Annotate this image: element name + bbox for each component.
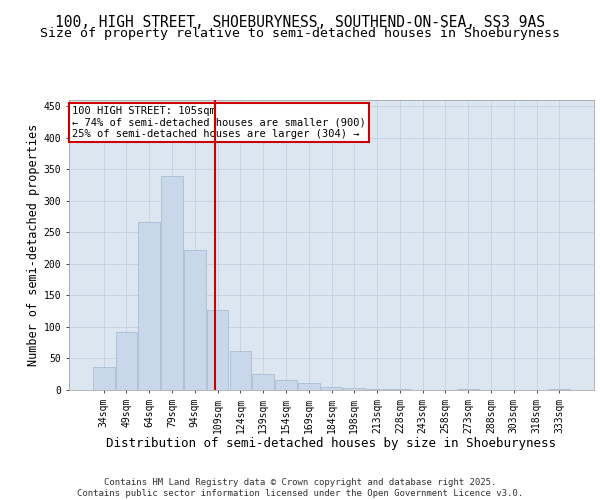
Bar [298,383,320,390]
Bar [230,351,251,390]
Bar [116,332,137,390]
Bar [93,366,115,390]
Bar [139,222,160,390]
Text: 100 HIGH STREET: 105sqm
← 74% of semi-detached houses are smaller (900)
25% of s: 100 HIGH STREET: 105sqm ← 74% of semi-de… [71,106,365,139]
X-axis label: Distribution of semi-detached houses by size in Shoeburyness: Distribution of semi-detached houses by … [107,437,557,450]
Text: Contains HM Land Registry data © Crown copyright and database right 2025.
Contai: Contains HM Land Registry data © Crown c… [77,478,523,498]
Text: Size of property relative to semi-detached houses in Shoeburyness: Size of property relative to semi-detach… [40,28,560,40]
Bar [161,176,183,390]
Bar [320,387,343,390]
Bar [184,250,206,390]
Bar [253,374,274,390]
Y-axis label: Number of semi-detached properties: Number of semi-detached properties [26,124,40,366]
Bar [207,310,229,390]
Bar [275,380,297,390]
Bar [343,388,365,390]
Text: 100, HIGH STREET, SHOEBURYNESS, SOUTHEND-ON-SEA, SS3 9AS: 100, HIGH STREET, SHOEBURYNESS, SOUTHEND… [55,15,545,30]
